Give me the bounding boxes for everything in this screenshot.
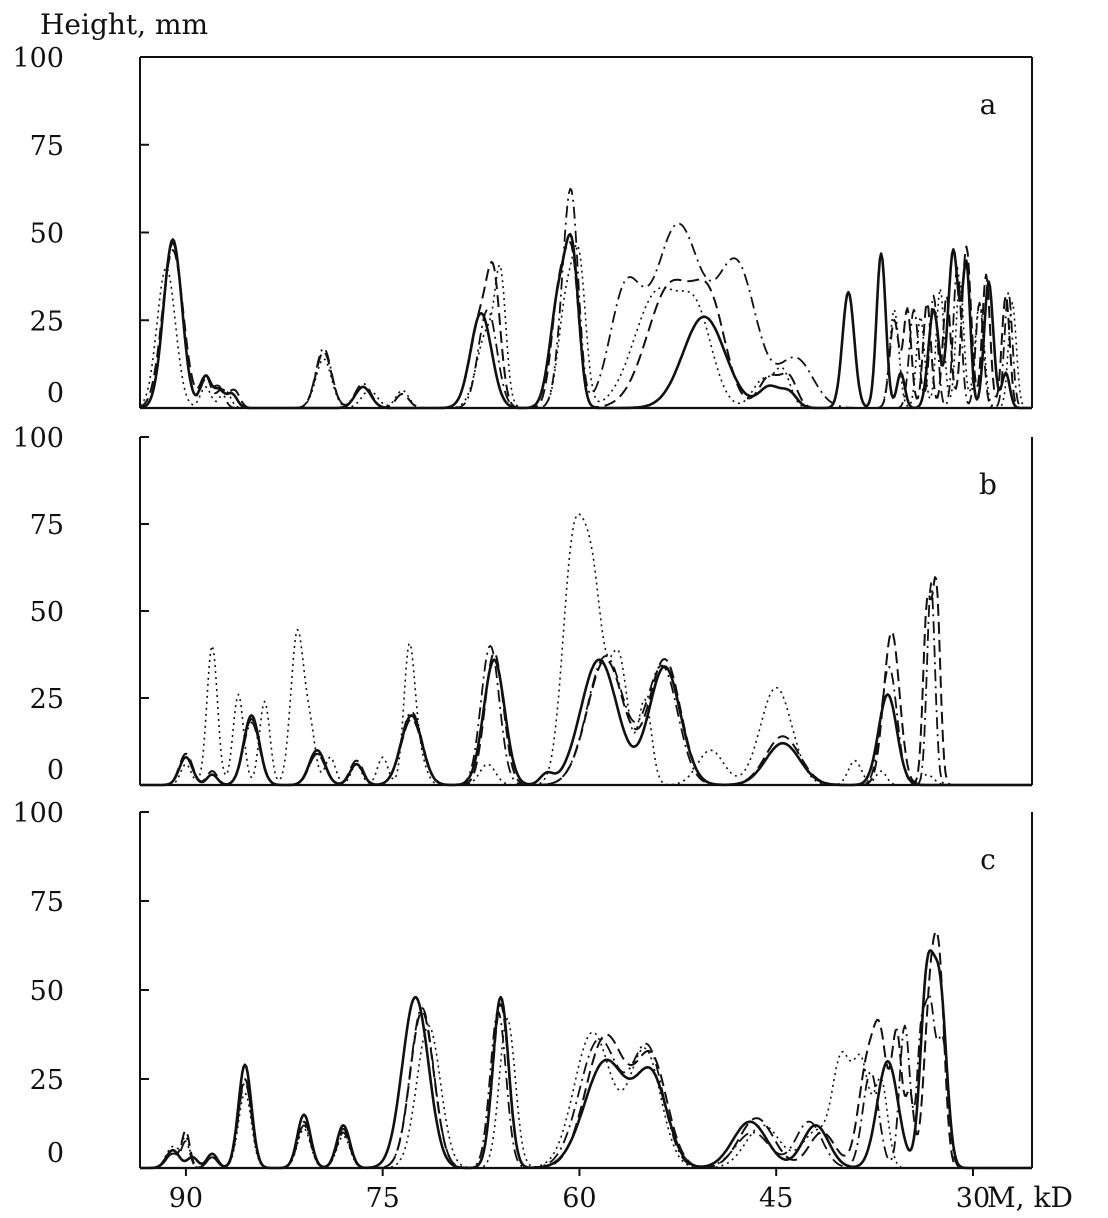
x-tick-label-30: 30 [956,1183,990,1214]
x-tick-label-60: 60 [562,1183,596,1214]
y-axis-label: Height, mm [40,8,208,41]
x-axis: 90 75 60 45 30 [169,1168,990,1214]
y-tick-label-c-25: 25 [30,1065,64,1096]
panel-letter-b: b [979,468,997,501]
y-tick-label-c-0: 0 [47,1138,64,1169]
panel-letter-a: a [980,88,997,121]
y-tick-label-a-25: 25 [30,306,64,337]
y-tick-label-b-25: 25 [30,684,64,715]
series-line-b-dashdot [140,582,1032,786]
y-tick-label-b-75: 75 [30,510,64,541]
panel-c: 100 75 50 25 0 c [12,798,1033,1170]
series-line-c-solid [140,949,1032,1170]
series-line-b-dashed [140,576,1032,786]
y-tick-label-a-75: 75 [30,131,64,162]
y-tick-label-c-100: 100 [12,798,64,829]
y-tick-label-c-75: 75 [30,887,64,918]
panel-a: 100 75 50 25 0 a [12,43,1033,410]
series-line-c-dashdot [140,994,1032,1169]
series-line-c-dotted [140,1017,1032,1169]
x-tick-label-75: 75 [365,1183,399,1214]
y-tick-label-b-0: 0 [47,755,64,786]
y-tick-label-a-50: 50 [30,219,64,250]
x-tick-label-45: 45 [759,1183,793,1214]
panel-b: 100 75 50 25 0 b [12,423,1033,787]
series-line-c-dashed [140,930,1032,1169]
y-tick-label-b-100: 100 [12,423,64,454]
x-axis-label: M, kD [987,1181,1073,1214]
x-tick-label-90: 90 [169,1183,203,1214]
series-line-b-dotted [140,513,1032,786]
series-line-a-dashdot [139,187,1032,409]
y-tick-label-a-100: 100 [12,43,64,74]
y-tick-label-b-50: 50 [30,597,64,628]
y-tick-label-c-50: 50 [30,976,64,1007]
panels: 100 75 50 25 0 a 100 75 50 25 0 b 100 75 50 25 0 c [12,43,1033,1170]
y-tick-label-a-0: 0 [47,378,64,409]
panel-letter-c: c [980,843,996,876]
